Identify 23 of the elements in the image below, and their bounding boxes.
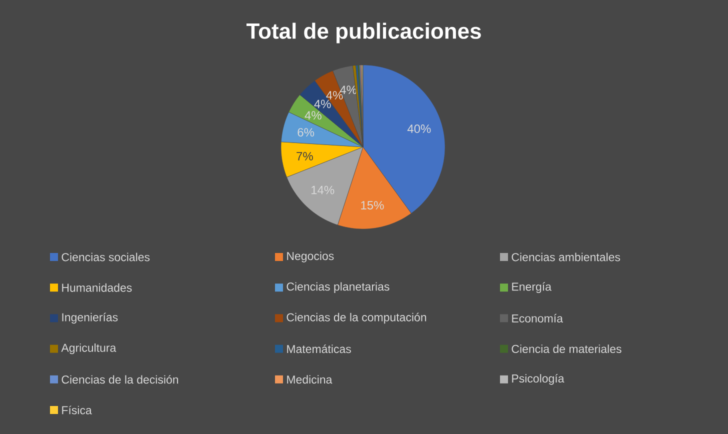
data-label: 15% <box>361 201 384 210</box>
legend-label: Ciencias de la decisión <box>62 375 178 384</box>
legend-label: Ciencias planetarias <box>286 282 390 293</box>
data-label: 7% <box>296 152 313 160</box>
data-label: 40% <box>407 124 431 133</box>
legend-label: Física <box>62 406 92 414</box>
legend-label: Psicología <box>512 374 564 385</box>
legend-label: Agricultura <box>61 343 116 354</box>
legend-label: Ciencia de materiales <box>512 344 622 354</box>
legend-label: Humanidades <box>62 283 132 292</box>
data-label: 6% <box>298 128 314 137</box>
legend-label: Ciencias ambientales <box>512 252 620 262</box>
legend-label: Medicina <box>287 375 332 384</box>
data-label: 4% <box>304 111 322 120</box>
legend-label: Negocios <box>287 252 334 262</box>
legend-label: Ciencias sociales <box>62 252 150 262</box>
legend-label: Ciencias de la computación <box>286 312 426 324</box>
legend-label: Energía <box>512 282 552 294</box>
data-label: 4% <box>314 100 331 108</box>
legend-label: Matemáticas <box>287 344 351 354</box>
legend-label: Economía <box>512 314 563 322</box>
legend-label: Ingenierías <box>62 312 118 324</box>
chart-title: Total de publicaciones <box>246 22 481 44</box>
